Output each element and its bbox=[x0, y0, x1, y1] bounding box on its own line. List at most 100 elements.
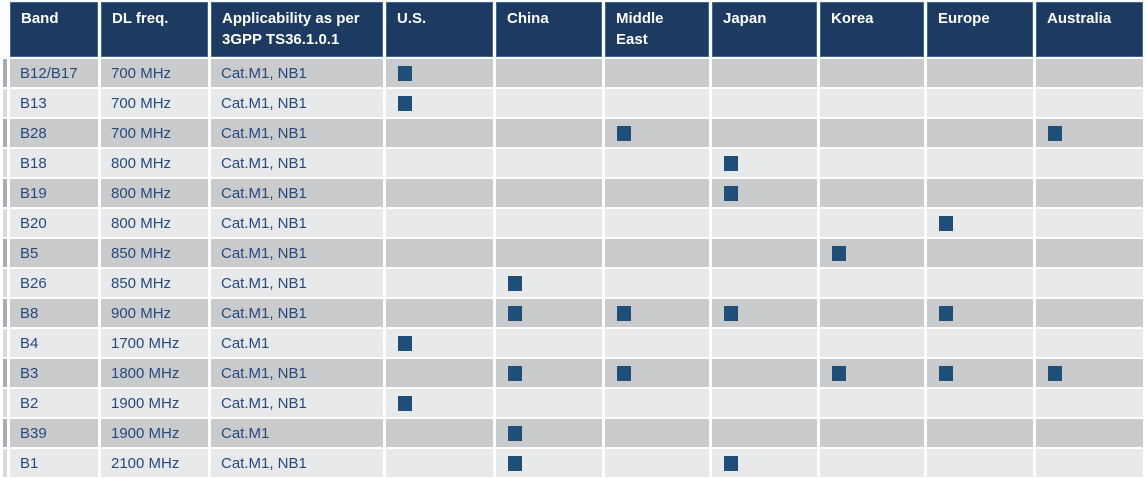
col-header-australia: Australia bbox=[1036, 2, 1143, 57]
region-cell-middle_east bbox=[605, 359, 709, 387]
band-cell: B19 bbox=[10, 179, 98, 207]
region-cell-japan bbox=[712, 89, 817, 117]
col-header-freq: DL freq. bbox=[101, 2, 208, 57]
freq-cell: 1800 MHz bbox=[101, 359, 208, 387]
region-cell-europe bbox=[927, 299, 1033, 327]
band-cell: B13 bbox=[10, 89, 98, 117]
region-cell-australia bbox=[1036, 359, 1143, 387]
availability-marker-icon bbox=[508, 276, 522, 292]
table-row-b3: B3 1800 MHz Cat.M1, NB1 bbox=[3, 359, 1143, 387]
applicability-cell: Cat.M1, NB1 bbox=[211, 119, 383, 147]
freq-cell: 700 MHz bbox=[101, 89, 208, 117]
applicability-cell: Cat.M1, NB1 bbox=[211, 389, 383, 417]
row-edge bbox=[3, 419, 7, 447]
region-cell-us bbox=[386, 299, 493, 327]
band-cell: B5 bbox=[10, 239, 98, 267]
availability-marker-icon bbox=[508, 306, 522, 322]
region-cell-europe bbox=[927, 209, 1033, 237]
region-cell-middle_east bbox=[605, 269, 709, 297]
region-cell-middle_east bbox=[605, 59, 709, 87]
region-cell-middle_east bbox=[605, 149, 709, 177]
band-cell: B18 bbox=[10, 149, 98, 177]
region-cell-korea bbox=[820, 209, 924, 237]
table-corner-edge bbox=[3, 2, 7, 57]
availability-marker-icon bbox=[724, 456, 738, 472]
region-cell-middle_east bbox=[605, 89, 709, 117]
region-cell-middle_east bbox=[605, 299, 709, 327]
freq-cell: 800 MHz bbox=[101, 149, 208, 177]
region-cell-europe bbox=[927, 179, 1033, 207]
region-cell-korea bbox=[820, 59, 924, 87]
region-cell-middle_east bbox=[605, 419, 709, 447]
table-body: B12/B17 700 MHz Cat.M1, NB1 B13 700 MHz Cat.M… bbox=[3, 59, 1143, 477]
availability-marker-icon bbox=[508, 456, 522, 472]
region-cell-europe bbox=[927, 59, 1033, 87]
applicability-cell: Cat.M1, NB1 bbox=[211, 89, 383, 117]
table-row-b5: B5 850 MHz Cat.M1, NB1 bbox=[3, 239, 1143, 267]
table-row-b13: B13 700 MHz Cat.M1, NB1 bbox=[3, 89, 1143, 117]
region-cell-china bbox=[496, 119, 602, 147]
applicability-cell: Cat.M1 bbox=[211, 419, 383, 447]
region-cell-europe bbox=[927, 449, 1033, 477]
region-cell-korea bbox=[820, 299, 924, 327]
region-cell-australia bbox=[1036, 389, 1143, 417]
applicability-cell: Cat.M1, NB1 bbox=[211, 239, 383, 267]
applicability-cell: Cat.M1, NB1 bbox=[211, 179, 383, 207]
region-cell-japan bbox=[712, 119, 817, 147]
table-row-b28: B28 700 MHz Cat.M1, NB1 bbox=[3, 119, 1143, 147]
availability-marker-icon bbox=[617, 126, 631, 142]
band-cell: B28 bbox=[10, 119, 98, 147]
table-header: Band DL freq. Applicability as per 3GPP TS… bbox=[3, 2, 1143, 57]
row-edge bbox=[3, 209, 7, 237]
availability-marker-icon bbox=[398, 336, 412, 352]
region-cell-europe bbox=[927, 419, 1033, 447]
region-cell-china bbox=[496, 389, 602, 417]
region-cell-china bbox=[496, 359, 602, 387]
table-row-b39: B39 1900 MHz Cat.M1 bbox=[3, 419, 1143, 447]
region-cell-middle_east bbox=[605, 209, 709, 237]
applicability-cell: Cat.M1 bbox=[211, 329, 383, 357]
freq-cell: 1900 MHz bbox=[101, 419, 208, 447]
row-edge bbox=[3, 89, 7, 117]
availability-marker-icon bbox=[1048, 126, 1062, 142]
freq-cell: 1900 MHz bbox=[101, 389, 208, 417]
availability-marker-icon bbox=[724, 306, 738, 322]
availability-marker-icon bbox=[724, 156, 738, 172]
availability-marker-icon bbox=[939, 306, 953, 322]
region-cell-us bbox=[386, 179, 493, 207]
region-cell-australia bbox=[1036, 239, 1143, 267]
region-cell-china bbox=[496, 59, 602, 87]
region-cell-china bbox=[496, 239, 602, 267]
col-header-japan: Japan bbox=[712, 2, 817, 57]
region-cell-us bbox=[386, 239, 493, 267]
region-cell-australia bbox=[1036, 89, 1143, 117]
region-cell-australia bbox=[1036, 59, 1143, 87]
region-cell-europe bbox=[927, 269, 1033, 297]
availability-marker-icon bbox=[617, 366, 631, 382]
row-edge bbox=[3, 239, 7, 267]
region-cell-japan bbox=[712, 59, 817, 87]
region-cell-japan bbox=[712, 329, 817, 357]
table-row-b1: B1 2100 MHz Cat.M1, NB1 bbox=[3, 449, 1143, 477]
col-header-band: Band bbox=[10, 2, 98, 57]
region-cell-us bbox=[386, 209, 493, 237]
region-cell-japan bbox=[712, 299, 817, 327]
region-cell-middle_east bbox=[605, 239, 709, 267]
region-cell-china bbox=[496, 449, 602, 477]
availability-marker-icon bbox=[939, 366, 953, 382]
region-cell-korea bbox=[820, 239, 924, 267]
region-cell-australia bbox=[1036, 269, 1143, 297]
applicability-cell: Cat.M1, NB1 bbox=[211, 449, 383, 477]
region-cell-japan bbox=[712, 389, 817, 417]
region-cell-europe bbox=[927, 149, 1033, 177]
table-row-b2: B2 1900 MHz Cat.M1, NB1 bbox=[3, 389, 1143, 417]
applicability-cell: Cat.M1, NB1 bbox=[211, 269, 383, 297]
freq-cell: 900 MHz bbox=[101, 299, 208, 327]
region-cell-europe bbox=[927, 89, 1033, 117]
region-cell-us bbox=[386, 149, 493, 177]
band-cell: B1 bbox=[10, 449, 98, 477]
applicability-cell: Cat.M1, NB1 bbox=[211, 299, 383, 327]
applicability-cell: Cat.M1, NB1 bbox=[211, 59, 383, 87]
availability-marker-icon bbox=[832, 366, 846, 382]
